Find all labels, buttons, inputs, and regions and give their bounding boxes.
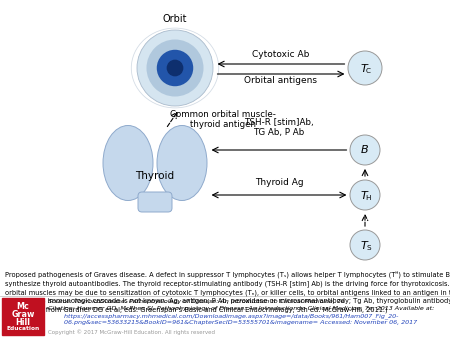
Text: Source: Thyroid Disease. Pathophysiology of Disease: An Introduction to Clinical: Source: Thyroid Disease. Pathophysiology… bbox=[48, 299, 345, 304]
Text: Orbit: Orbit bbox=[163, 14, 187, 24]
Text: T: T bbox=[360, 241, 367, 251]
Text: 06.png&sec=53633215&BookID=961&ChapterSecID=53555701&imagename= Accessed: Novemb: 06.png&sec=53633215&BookID=961&ChapterSe… bbox=[48, 320, 417, 325]
Text: Graw: Graw bbox=[11, 310, 35, 319]
Text: Common orbital muscle-
thyroid antigen: Common orbital muscle- thyroid antigen bbox=[170, 110, 276, 129]
Text: T: T bbox=[360, 191, 367, 201]
FancyBboxPatch shape bbox=[138, 192, 172, 212]
Text: C: C bbox=[366, 68, 371, 74]
Text: Orbital antigens: Orbital antigens bbox=[244, 76, 318, 85]
Circle shape bbox=[137, 30, 213, 106]
Text: TSH-R [stim]Ab,
TG Ab, P Ab: TSH-R [stim]Ab, TG Ab, P Ab bbox=[244, 118, 314, 137]
Text: Copyright © 2017 McGraw-Hill Education. All rights reserved: Copyright © 2017 McGraw-Hill Education. … bbox=[48, 329, 215, 335]
Circle shape bbox=[350, 230, 380, 260]
Ellipse shape bbox=[157, 125, 207, 200]
Text: Proposed pathogenesis of Graves disease. A defect in suppressor T lymphocytes (T: Proposed pathogenesis of Graves disease.… bbox=[5, 271, 450, 313]
Text: https://accesspharmacy.mhmedical.com/Downloadimage.aspx?image=/data/Books/961/Ha: https://accesspharmacy.mhmedical.com/Dow… bbox=[48, 313, 398, 319]
Text: Thyroid: Thyroid bbox=[135, 171, 175, 181]
Text: Hill: Hill bbox=[15, 318, 31, 327]
Circle shape bbox=[147, 40, 203, 97]
Circle shape bbox=[350, 180, 380, 210]
Ellipse shape bbox=[103, 125, 153, 200]
Text: Education: Education bbox=[6, 326, 40, 331]
FancyBboxPatch shape bbox=[2, 298, 44, 335]
Circle shape bbox=[157, 50, 193, 86]
Text: B: B bbox=[361, 145, 369, 155]
Text: T: T bbox=[360, 64, 367, 74]
Text: Mc: Mc bbox=[17, 302, 29, 311]
Circle shape bbox=[348, 51, 382, 85]
Text: Cytotoxic Ab: Cytotoxic Ab bbox=[252, 50, 310, 59]
Circle shape bbox=[350, 135, 380, 165]
Text: Thyroid Ag: Thyroid Ag bbox=[255, 178, 303, 187]
Text: S: S bbox=[366, 245, 371, 251]
Text: H: H bbox=[365, 195, 371, 201]
Circle shape bbox=[166, 59, 183, 76]
Text: Citation: Hammer GD, McPhee SJ. Pathophysiology of Disease: An Introduction to C: Citation: Hammer GD, McPhee SJ. Pathophy… bbox=[48, 306, 434, 311]
